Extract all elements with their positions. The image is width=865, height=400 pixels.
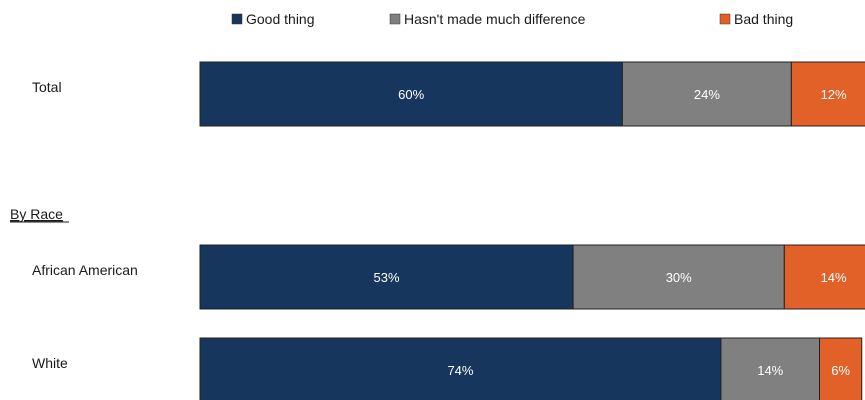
category-labels: Total African American White (32, 79, 138, 371)
legend-label-2: Bad thing (734, 11, 793, 27)
category-label-2: White (32, 355, 68, 371)
bar-segment-0-2 (790, 61, 865, 127)
legend-swatch-1 (389, 13, 401, 25)
legend-label-0: Good thing (246, 11, 315, 27)
bar-segment-1-0 (199, 244, 574, 310)
bar-segment-2-1 (720, 337, 821, 400)
bar-value-label-2-0: 74% (447, 363, 473, 378)
legend-swatch-2 (719, 13, 731, 25)
bar-value-label-1-2: 14% (821, 270, 847, 285)
bar-segment-2-2 (819, 337, 863, 400)
bar-value-label-1-0: 53% (374, 270, 400, 285)
bar-value-label-0-2: 12% (821, 87, 847, 102)
bar-value-label-0-1: 24% (694, 87, 720, 102)
legend: Good thing Hasn't made much difference Bad… (231, 11, 793, 27)
category-label-0: Total (32, 79, 62, 95)
bar-value-label-2-1: 14% (757, 363, 783, 378)
category-label-1: African American (32, 262, 138, 278)
group-header-by-race: By Race (10, 206, 63, 222)
bar-segment-1-1 (572, 244, 785, 310)
bar-segment-2-0 (199, 337, 722, 400)
legend-label-1: Hasn't made much difference (404, 11, 586, 27)
bar-segment-1-2 (783, 244, 865, 310)
bars: 60% 24% 12% 53% 30% 14% 74% 14% 6% (199, 61, 865, 400)
legend-swatch-0 (231, 13, 243, 25)
bar-value-label-1-1: 30% (666, 270, 692, 285)
bar-segment-0-1 (621, 61, 792, 127)
bar-value-label-2-2: 6% (831, 363, 850, 378)
bar-segment-0-0 (199, 61, 623, 127)
bar-value-label-0-0: 60% (398, 87, 424, 102)
